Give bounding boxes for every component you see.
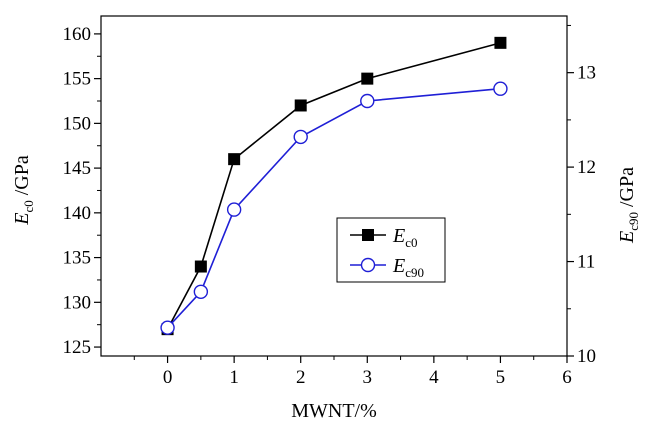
x-tick-label: 3 <box>363 367 373 388</box>
left-y-tick-label: 130 <box>63 292 92 313</box>
x-tick-label: 0 <box>163 367 173 388</box>
right-y-axis-label: Ec90 /GPa <box>616 167 641 244</box>
left-y-tick-label: 140 <box>63 203 92 224</box>
left-y-axis-label: Ec0 /GPa <box>11 155 36 226</box>
left-y-tick-label: 145 <box>63 158 92 179</box>
x-tick-label: 1 <box>229 367 239 388</box>
data-point-c0 <box>194 260 207 273</box>
left-y-tick-label: 135 <box>63 248 92 269</box>
series-line-c90 <box>166 87 501 329</box>
x-axis-label: MWNT/% <box>291 400 377 422</box>
data-point-c90 <box>193 284 209 299</box>
right-y-tick-label: 10 <box>577 346 596 367</box>
data-point-c0 <box>228 153 241 166</box>
legend-marker-c0 <box>362 229 374 241</box>
left-y-tick-label: 125 <box>63 337 92 358</box>
left-y-axis-ticks: 125 130 135 140 145 150 155 160 <box>63 24 101 358</box>
x-tick-label: 4 <box>429 367 439 388</box>
series-line-c0 <box>166 42 501 330</box>
left-y-tick-label: 160 <box>63 24 92 45</box>
right-y-tick-label: 11 <box>577 252 595 273</box>
data-point-c90 <box>293 129 308 145</box>
data-point-c90 <box>226 202 242 217</box>
legend: Ec0 Ec90 <box>336 217 446 283</box>
plot-frame <box>100 15 568 357</box>
data-point-c0 <box>361 72 374 85</box>
data-point-c90 <box>493 81 508 96</box>
x-axis-ticks: 0 1 2 3 4 5 6 <box>133 356 572 388</box>
left-y-tick-label: 155 <box>63 69 92 90</box>
data-point-c0 <box>494 36 507 49</box>
x-tick-label: 6 <box>562 367 572 388</box>
right-y-tick-label: 12 <box>577 157 596 178</box>
legend-marker-c90 <box>360 257 376 273</box>
series-layer <box>160 36 508 336</box>
right-y-axis-ticks: 10 11 12 13 <box>567 24 596 367</box>
data-point-c0 <box>294 99 307 112</box>
legend-label-c0: Ec0 <box>392 225 418 250</box>
data-point-c90 <box>360 93 375 109</box>
x-tick-label: 2 <box>296 367 306 388</box>
x-tick-label: 5 <box>496 367 506 388</box>
left-y-tick-label: 150 <box>63 113 92 134</box>
right-y-tick-label: 13 <box>577 63 596 84</box>
legend-label-c90: Ec90 <box>392 255 424 280</box>
legend-box <box>336 217 446 283</box>
data-point-c90 <box>160 320 175 335</box>
